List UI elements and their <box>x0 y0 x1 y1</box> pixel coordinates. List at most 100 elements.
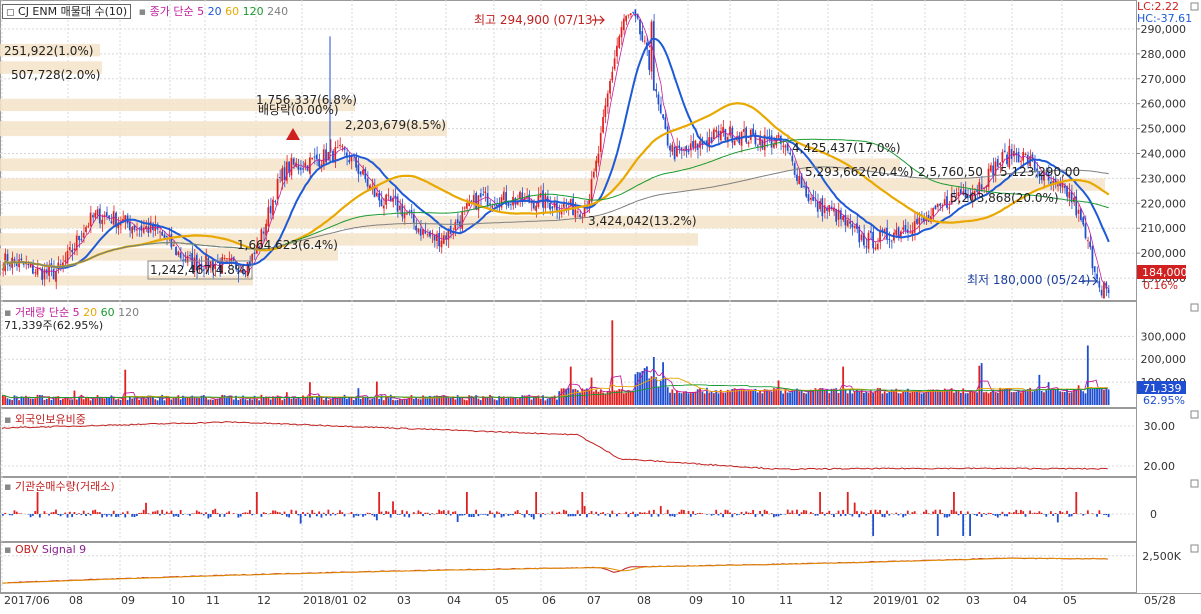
institution-bar <box>796 510 798 514</box>
volume-bar <box>574 389 576 405</box>
candle-body <box>1052 181 1054 183</box>
institution-bar <box>473 514 475 517</box>
institution-bar <box>1004 514 1006 516</box>
institution-bar <box>406 511 408 514</box>
panel-toggle-2[interactable] <box>1191 411 1198 418</box>
candle-body <box>78 236 80 240</box>
candle-body <box>644 41 646 42</box>
price-tick-label: 270,000 <box>1141 73 1187 86</box>
institution-bar <box>879 510 881 514</box>
institution-bar <box>2 514 4 516</box>
volume-bar <box>923 393 925 405</box>
candle-body <box>598 154 600 163</box>
volume-bar <box>1013 392 1015 405</box>
volume-bar <box>768 392 770 405</box>
volume-bar <box>902 392 904 405</box>
volume-bar <box>738 389 740 405</box>
candle-body <box>348 160 350 162</box>
x-tick-label: 2017/06 <box>4 594 50 607</box>
institution-bar <box>634 514 636 517</box>
institution-bar <box>713 514 715 515</box>
candle-body <box>625 16 627 22</box>
institution-bar <box>720 513 722 514</box>
volume-bar <box>180 399 182 405</box>
institution-bar <box>856 511 858 514</box>
institution-bar <box>872 514 874 536</box>
volume-bar <box>736 390 738 405</box>
institution-bar <box>584 506 586 514</box>
volume-bar <box>496 400 498 405</box>
institution-bar <box>291 510 293 514</box>
volume-bar <box>387 398 389 405</box>
institution-bar <box>748 513 750 514</box>
volume-bar <box>1059 391 1061 405</box>
institution-bar <box>30 514 32 517</box>
volume-bar <box>801 391 803 405</box>
panel-toggle-1[interactable] <box>1191 304 1198 311</box>
volume-bar <box>655 377 657 405</box>
institution-bar <box>383 514 385 515</box>
institution-bar <box>935 510 937 514</box>
institution-bar <box>738 514 740 515</box>
volume-bar <box>909 393 911 405</box>
institution-bar <box>9 514 11 515</box>
institution-bar <box>533 514 535 519</box>
volume-bar <box>937 390 939 405</box>
institution-bar <box>875 510 877 514</box>
volume-bar <box>914 391 916 405</box>
volume-bar <box>11 400 13 405</box>
institution-bar <box>907 511 909 514</box>
institution-bar <box>4 513 6 514</box>
panel-toggle-4[interactable] <box>1191 545 1198 552</box>
institution-bar <box>120 514 122 515</box>
candle-body <box>99 209 101 224</box>
volume-bar <box>478 399 480 405</box>
volume-profile-bar <box>0 158 900 170</box>
institution-bar <box>286 514 288 517</box>
volume-bar <box>930 390 932 405</box>
volume-bar <box>701 392 703 405</box>
candle-body <box>667 126 669 145</box>
volume-bar <box>713 393 715 405</box>
candle-body <box>143 228 145 233</box>
volume-bar <box>1015 392 1017 405</box>
volume-bar <box>198 398 200 405</box>
volume-bar <box>794 390 796 405</box>
institution-bar <box>367 513 369 514</box>
volume-bar <box>418 399 420 405</box>
institution-bar <box>92 510 94 514</box>
institution-bar <box>32 514 34 516</box>
institution-bar <box>514 511 516 514</box>
institution-bar <box>681 510 683 514</box>
institution-bar <box>265 513 267 514</box>
institution-bar <box>496 511 498 514</box>
panel-toggle-3[interactable] <box>1191 480 1198 487</box>
title-box[interactable]: ▢ CJ ENM 매물대 수(10) <box>2 4 131 19</box>
institution-bar <box>196 510 198 514</box>
candle-body <box>136 229 138 230</box>
volume-profile-label: 3,424,042(13.2%) <box>588 214 697 228</box>
volume-bar <box>588 390 590 405</box>
volume-bar <box>168 397 170 405</box>
x-tick-label: 09 <box>121 594 135 607</box>
volume-bar <box>1050 389 1052 405</box>
institution-bar <box>785 514 787 515</box>
candle-body <box>847 220 849 226</box>
institution-bar <box>932 512 934 514</box>
candle-body <box>810 198 812 200</box>
volume-bar <box>969 390 971 405</box>
volume-bar <box>935 391 937 405</box>
candle-body <box>1082 217 1084 224</box>
volume-bar <box>1018 390 1020 405</box>
institution-bar <box>542 513 544 514</box>
institution-bar <box>831 514 833 515</box>
institution-bar <box>568 514 570 516</box>
x-tick-label: 06 <box>542 594 556 607</box>
institution-bar <box>969 514 971 536</box>
candle-body <box>715 130 717 132</box>
candle-body <box>83 233 85 238</box>
institution-bar <box>574 514 576 516</box>
volume-bar <box>921 394 923 405</box>
candle-body <box>480 193 482 197</box>
institution-bar <box>722 514 724 517</box>
